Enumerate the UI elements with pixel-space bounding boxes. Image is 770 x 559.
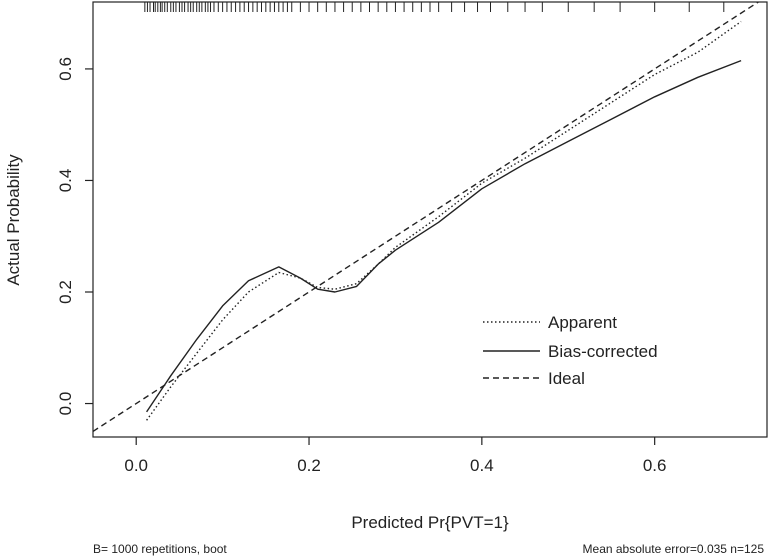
- rug-marks: [144, 2, 725, 12]
- series-line-bias-corrected: [146, 59, 742, 413]
- legend-label-ideal: Ideal: [548, 369, 585, 388]
- footnote-right: Mean absolute error=0.035 n=125: [583, 542, 765, 556]
- legend-label-apparent: Apparent: [548, 313, 617, 332]
- y-axis-title: Actual Probability: [4, 154, 23, 286]
- y-tick-label: 0.2: [56, 280, 75, 304]
- y-tick-label: 0.0: [56, 392, 75, 416]
- y-tick-label: 0.4: [56, 169, 75, 193]
- series-lines: [93, 2, 760, 432]
- legend-label-bias-corrected: Bias-corrected: [548, 342, 658, 361]
- y-tick-label: 0.6: [56, 57, 75, 81]
- x-tick-label: 0.6: [643, 456, 667, 475]
- series-line-ideal: [93, 2, 760, 432]
- axis-ticks: 0.0 0.2 0.4 0.6 0.0 0.2 0.4 0.6: [56, 57, 666, 475]
- footnote-left: B= 1000 repetitions, boot: [93, 542, 227, 556]
- x-tick-label: 0.4: [470, 456, 494, 475]
- x-axis-title: Predicted Pr{PVT=1}: [351, 513, 509, 532]
- x-tick-label: 0.2: [297, 456, 321, 475]
- plot-frame: [92, 1, 768, 438]
- legend: Apparent Bias-corrected Ideal: [483, 313, 658, 388]
- series-line-apparent: [146, 20, 742, 421]
- x-tick-label: 0.0: [124, 456, 148, 475]
